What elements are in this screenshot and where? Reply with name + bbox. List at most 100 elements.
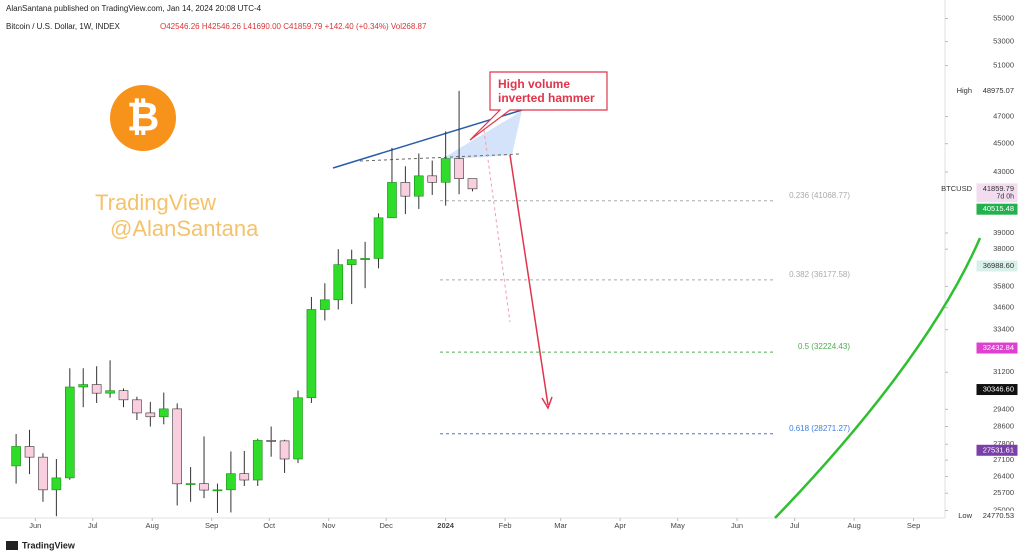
x-tick-label: Jun xyxy=(29,521,41,530)
candle-body xyxy=(440,158,451,183)
x-tick-label: Jul xyxy=(790,521,800,530)
fib-label: 0.618 (28271.27) xyxy=(789,424,850,433)
arrow-head xyxy=(541,396,553,410)
x-tick-label: Jun xyxy=(731,521,743,530)
price-label-box xyxy=(976,342,1018,354)
candle-body xyxy=(65,386,75,479)
y-tick-label: 27800 xyxy=(993,439,1014,448)
symbol: Bitcoin / U.S. Dollar, 1W, INDEX xyxy=(6,22,120,31)
candle-body xyxy=(293,397,303,460)
candle-body xyxy=(11,446,21,467)
candle-body xyxy=(91,384,102,394)
candle-body xyxy=(158,408,169,418)
annotation: High volume xyxy=(498,77,570,91)
candle-body xyxy=(38,456,48,491)
x-tick-label: Aug xyxy=(847,521,860,530)
publisher: AlanSantana published on TradingView.com… xyxy=(6,4,262,13)
price-note: 7d 0h xyxy=(996,194,1014,201)
candle-body xyxy=(78,384,89,388)
y-tick-label: 25700 xyxy=(993,488,1014,497)
y-tick-label: 43000 xyxy=(993,167,1014,176)
y-tick-label: 51000 xyxy=(993,61,1014,70)
candle-body xyxy=(427,175,438,183)
watermark: @AlanSantana xyxy=(110,216,259,241)
x-tick-label: 2024 xyxy=(437,521,455,530)
y-tick-label: 45000 xyxy=(993,139,1014,148)
y-tick-label: 31200 xyxy=(993,367,1014,376)
candle-body xyxy=(132,399,142,414)
candle-body xyxy=(51,477,62,491)
fib-label: 0.236 (41068.77) xyxy=(789,191,850,200)
fib-label: 0.382 (36177.58) xyxy=(789,270,850,279)
y-tick-label: 26400 xyxy=(993,471,1014,480)
curve xyxy=(774,237,982,519)
x-tick-label: Sep xyxy=(205,521,218,530)
ohlc: O42546.26 H42546.26 L41690.00 C41859.79 … xyxy=(160,22,427,31)
y-tick-label: 35800 xyxy=(993,281,1014,290)
price-label: 40515.48 xyxy=(983,204,1014,213)
logo-mark xyxy=(6,541,18,550)
trendline xyxy=(359,153,521,162)
x-tick-label: Apr xyxy=(614,521,626,530)
price-label-box xyxy=(976,510,1018,522)
candle-body xyxy=(454,158,464,179)
arrow xyxy=(483,129,511,323)
y-tick-label: 28600 xyxy=(993,422,1014,431)
candle-body xyxy=(239,473,250,481)
x-tick-label: Oct xyxy=(263,521,276,530)
annotation-box xyxy=(469,71,608,141)
bitcoin-logo xyxy=(110,85,176,151)
y-tick-label: 38000 xyxy=(993,244,1014,253)
x-tick-label: May xyxy=(671,521,685,530)
price-label: 27531.61 xyxy=(983,445,1014,454)
x-tick-label: Sep xyxy=(907,521,920,530)
y-tick-label: 55000 xyxy=(993,13,1014,22)
price-label: 30346.60 xyxy=(983,385,1014,394)
price-label-box xyxy=(976,260,1018,272)
price-label: 24770.53 xyxy=(983,511,1014,520)
candle-body xyxy=(373,217,384,259)
candle-body xyxy=(252,440,263,481)
x-tick-label: Aug xyxy=(146,521,159,530)
fib-label: 0.5 (32224.43) xyxy=(798,342,850,351)
candle-body xyxy=(212,489,223,492)
x-tick-label: Mar xyxy=(554,521,567,530)
price-label-box xyxy=(976,183,1018,203)
candle-body xyxy=(320,299,330,310)
price-label: 36988.60 xyxy=(983,261,1014,270)
y-tick-label: 39000 xyxy=(993,228,1014,237)
candle-body xyxy=(105,390,115,394)
price-label: 32432.84 xyxy=(983,343,1014,352)
x-tick-label: Jul xyxy=(88,521,98,530)
footer-logo: TradingView xyxy=(22,540,76,550)
candle-body xyxy=(118,390,129,401)
candle-body xyxy=(199,483,209,491)
candle-body xyxy=(279,440,290,460)
price-label-box xyxy=(976,384,1018,396)
candle-body xyxy=(400,182,411,197)
candle-body xyxy=(387,182,397,219)
wedge-fill xyxy=(440,110,522,160)
y-tick-label: 34600 xyxy=(993,303,1014,312)
y-tick-label: 33400 xyxy=(993,325,1014,334)
x-tick-label: Nov xyxy=(322,521,336,530)
y-tick-label: 53000 xyxy=(993,37,1014,46)
price-tag: High xyxy=(957,86,972,95)
price-tag: Low xyxy=(958,511,972,520)
price-label-box xyxy=(976,203,1018,215)
x-tick-label: Dec xyxy=(380,521,394,530)
candle-body xyxy=(266,440,276,442)
x-tick-label: Feb xyxy=(499,521,512,530)
bitcoin-symbol: ₿ xyxy=(127,96,160,140)
candle-body xyxy=(24,446,35,458)
price-tag: BTCUSD xyxy=(941,184,972,193)
candle-body xyxy=(360,258,370,260)
candle-body xyxy=(467,178,478,190)
arrow xyxy=(509,154,549,406)
y-tick-label: 25000 xyxy=(993,505,1014,514)
y-tick-label: 29400 xyxy=(993,404,1014,413)
y-tick-label: 27100 xyxy=(993,455,1014,464)
candle-body xyxy=(172,408,182,485)
candle-body xyxy=(346,259,357,265)
